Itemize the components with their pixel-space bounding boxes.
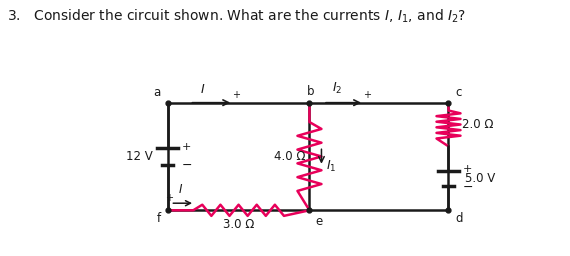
Text: $I_2$: $I_2$ [332, 81, 342, 96]
Text: $I_1$: $I_1$ [326, 159, 336, 174]
Text: +: + [463, 164, 472, 175]
Text: 3.   Consider the circuit shown. What are the currents $I$, $I_1$, and $I_2$?: 3. Consider the circuit shown. What are … [7, 8, 466, 25]
Text: 5.0 V: 5.0 V [465, 172, 496, 185]
Text: −: − [182, 159, 192, 172]
Text: f: f [157, 211, 161, 225]
Text: 3.0 Ω: 3.0 Ω [223, 218, 254, 231]
Text: $I$: $I$ [201, 83, 206, 96]
Text: $I$: $I$ [178, 183, 183, 196]
Text: 2.0 Ω: 2.0 Ω [462, 118, 494, 131]
Text: +: + [165, 193, 173, 203]
Text: d: d [455, 211, 463, 225]
Text: e: e [315, 215, 322, 228]
Text: c: c [455, 86, 462, 99]
Text: b: b [307, 85, 315, 98]
Text: 4.0 Ω: 4.0 Ω [274, 150, 305, 163]
Text: 12 V: 12 V [126, 150, 153, 163]
Text: −: − [463, 181, 473, 194]
Text: +: + [232, 90, 240, 100]
Text: +: + [182, 142, 192, 152]
Text: a: a [153, 86, 161, 99]
Text: +: + [363, 90, 370, 100]
